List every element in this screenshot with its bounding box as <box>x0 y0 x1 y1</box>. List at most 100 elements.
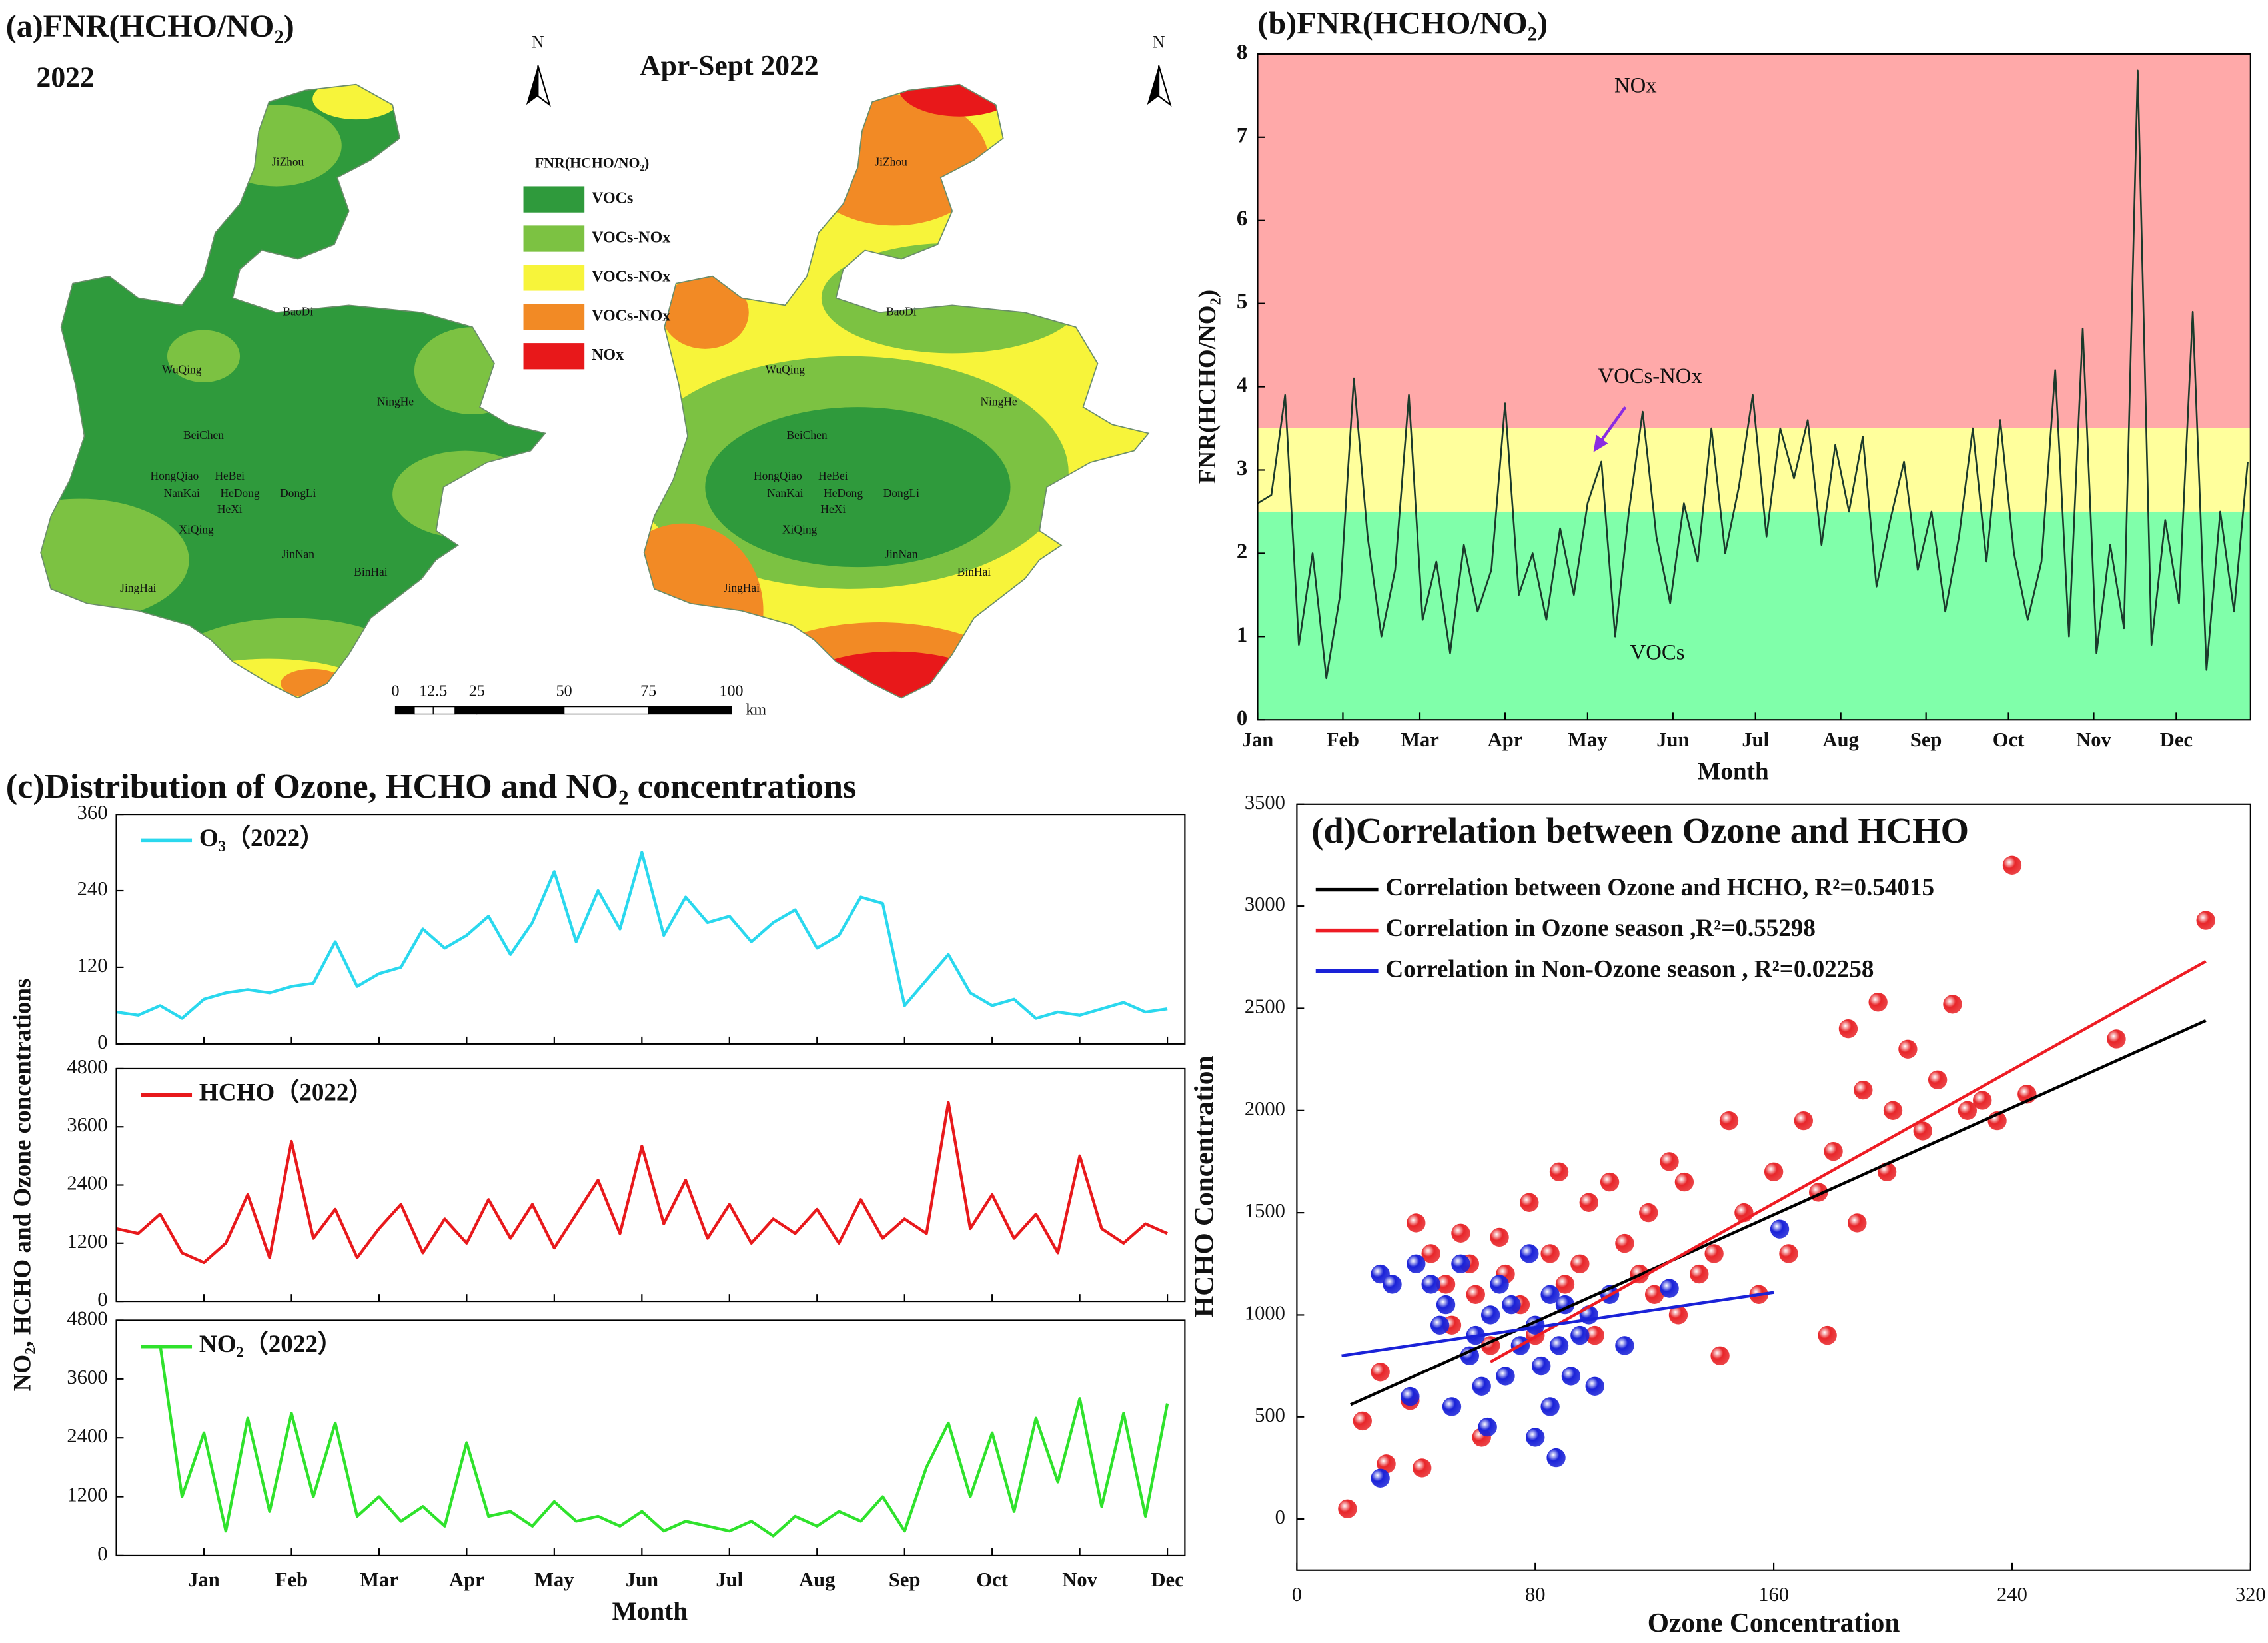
map-subtitle: Apr-Sept 2022 <box>640 50 819 82</box>
legend-label: NO₂（2022） <box>199 1330 342 1358</box>
scatter-point <box>1898 1039 1918 1059</box>
legend-label: VOCs <box>592 190 633 207</box>
scatter-point <box>1401 1386 1420 1406</box>
place-label: DongLi <box>883 486 919 500</box>
x-tick-label: Dec <box>2160 728 2193 751</box>
map-zone <box>414 327 531 415</box>
scatter-point <box>1660 1152 1679 1171</box>
fnr-line <box>1257 69 2249 680</box>
scatter-point <box>2196 911 2215 930</box>
x-tick-label: Mar <box>360 1568 398 1591</box>
place-label: BinHai <box>957 565 991 578</box>
place-label: HeBei <box>215 469 245 482</box>
scatter-point <box>1371 1363 1390 1382</box>
scatter-point <box>1644 1285 1664 1304</box>
x-tick-label: Oct <box>1993 728 2025 751</box>
scatter-point <box>1520 1244 1539 1263</box>
map-zone <box>167 658 371 698</box>
north-label: N <box>1153 33 1165 52</box>
legend-label: HCHO（2022） <box>199 1079 374 1107</box>
legend-label: NOx <box>592 346 624 364</box>
band-label: VOCs <box>1630 641 1685 665</box>
x-tick-label: 160 <box>1758 1583 1789 1606</box>
north-label: N <box>532 33 544 52</box>
legend-label: VOCs-NOx <box>592 307 670 324</box>
north-arrow <box>526 65 1172 107</box>
legend-label: Correlation between Ozone and HCHO, R²=0… <box>1385 874 1934 901</box>
x-tick-label: 0 <box>1292 1583 1302 1606</box>
scatter-point <box>1371 1468 1390 1488</box>
x-tick-label: Dec <box>1151 1568 1184 1591</box>
place-label: NanKai <box>164 486 200 500</box>
scatter-point <box>1943 995 1962 1014</box>
place-label: BeiChen <box>183 428 224 442</box>
y-tick-label: 360 <box>77 801 108 823</box>
concentration-line <box>159 1344 1169 1538</box>
scatter-point <box>1561 1367 1581 1386</box>
legend-label: Correlation in Non-Ozone season , R²=0.0… <box>1385 955 1874 983</box>
x-tick-label: Jan <box>1242 728 1274 751</box>
scatter-point <box>1451 1254 1470 1273</box>
plot-frame <box>115 813 1186 1045</box>
y-axis-label: NO₂, HCHO and Ozone concentrations <box>9 979 37 1392</box>
regression-line <box>1350 1019 2207 1406</box>
scatter-point <box>1883 1101 1903 1120</box>
y-tick-label: 2500 <box>1245 995 1285 1017</box>
scatter-point <box>1436 1275 1456 1294</box>
x-axis-label: Month <box>1697 758 1769 786</box>
place-label: BinHai <box>354 565 388 578</box>
x-tick-label: 80 <box>1525 1583 1546 1606</box>
y-tick-label: 0 <box>1275 1506 1285 1528</box>
x-tick-label: Nov <box>1062 1568 1097 1591</box>
y-tick-label: 500 <box>1255 1404 1285 1426</box>
legend-label: Correlation in Ozone season ,R²=0.55298 <box>1385 915 1815 942</box>
annotation-arrowhead <box>1593 434 1608 452</box>
x-axis-label: Month <box>612 1597 688 1626</box>
x-tick-label: Sep <box>889 1568 921 1591</box>
scatter-point <box>1848 1213 1867 1233</box>
y-tick-label: 1 <box>1237 623 1247 647</box>
place-label: HeXi <box>820 502 846 516</box>
x-tick-label: Jun <box>626 1568 658 1591</box>
band <box>1257 53 2251 429</box>
y-tick-label: 0 <box>97 1288 107 1311</box>
scale-label: 100 <box>720 682 744 700</box>
scatter-point <box>1719 1111 1739 1131</box>
legend-swatch <box>523 304 585 330</box>
x-tick-label: Jul <box>716 1568 743 1591</box>
scale-label: 75 <box>640 682 656 700</box>
scatter-point <box>1540 1397 1560 1416</box>
map-zone <box>211 105 342 187</box>
scatter-point <box>1639 1203 1658 1223</box>
scatter-point <box>1570 1325 1590 1345</box>
place-label: HeBei <box>818 469 848 482</box>
y-tick-label: 0 <box>97 1542 107 1565</box>
scale-bar <box>476 706 565 715</box>
x-axis-label: Ozone Concentration <box>1648 1607 1900 1638</box>
panel-title: (b)FNR(HCHO/NO₂) <box>1257 5 1548 41</box>
scatter-point <box>1407 1254 1426 1273</box>
legend-label: O₃（2022） <box>199 824 324 852</box>
scatter-point <box>1549 1336 1569 1355</box>
y-tick-label: 3500 <box>1245 791 1285 814</box>
scatter-point <box>1585 1325 1604 1345</box>
scatter-point <box>1460 1346 1480 1365</box>
x-tick-label: Apr <box>1488 728 1523 751</box>
scatter-point <box>1549 1162 1569 1181</box>
scale-bar <box>394 706 415 715</box>
scatter-point <box>1502 1295 1521 1315</box>
scatter-point <box>2002 855 2022 875</box>
scatter-point <box>2107 1029 2126 1049</box>
scatter-point <box>1421 1244 1440 1263</box>
scatter-point <box>1570 1254 1590 1273</box>
band-label: VOCs-NOx <box>1598 364 1702 388</box>
scatter-point <box>1413 1458 1432 1478</box>
x-tick-label: Apr <box>449 1568 484 1591</box>
scatter-point <box>1490 1227 1509 1247</box>
y-tick-label: 1500 <box>1245 1199 1285 1222</box>
scatter-point <box>1710 1346 1730 1365</box>
place-label: JinNan <box>282 548 315 561</box>
place-label: JingHai <box>120 581 156 594</box>
y-axis-label: FNR(HCHO/NO₂) <box>1194 290 1221 484</box>
